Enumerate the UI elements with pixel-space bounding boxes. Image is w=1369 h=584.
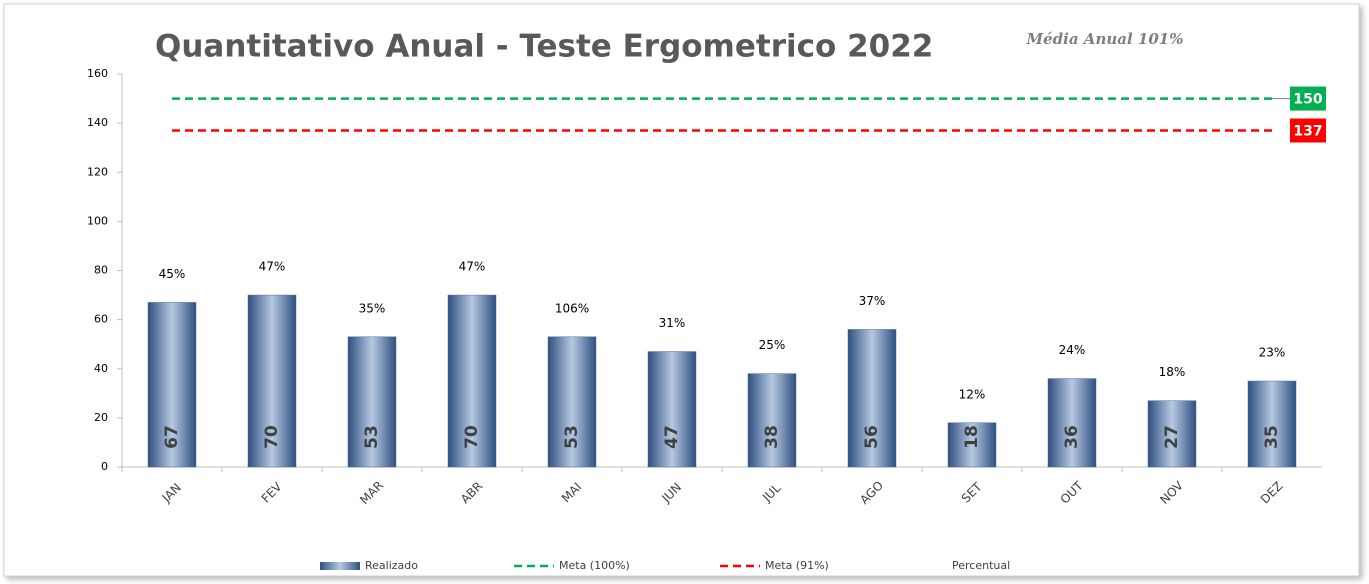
legend-label: Realizado <box>365 559 418 572</box>
bar <box>1147 400 1197 468</box>
bar-value-label: 27 <box>1162 425 1182 449</box>
bar-value-label: 56 <box>862 425 882 449</box>
y-tick-label: 160 <box>87 67 108 80</box>
bar <box>847 329 897 468</box>
percent-label: 31% <box>659 316 686 330</box>
legend-label: Meta (100%) <box>559 559 630 572</box>
y-tick-label: 20 <box>94 411 108 424</box>
bar <box>1047 378 1097 468</box>
percent-label: 45% <box>159 267 186 281</box>
value-tag-label: 150 <box>1293 92 1322 108</box>
y-tick-label: 80 <box>94 264 108 277</box>
percent-label: 23% <box>1259 346 1286 360</box>
percent-label: 47% <box>259 260 286 274</box>
legend-label: Percentual <box>952 559 1010 572</box>
bar-value-label: 70 <box>262 425 282 449</box>
y-tick-label: 120 <box>87 165 108 178</box>
bar-value-label: 70 <box>462 425 482 449</box>
y-tick-label: 140 <box>87 116 108 129</box>
percent-label: 35% <box>359 301 386 315</box>
bar-value-label: 36 <box>1062 425 1082 449</box>
bar <box>647 351 697 468</box>
bar-value-label: 53 <box>562 425 582 449</box>
percent-label: 37% <box>859 294 886 308</box>
annotation: Média Anual 101% <box>1026 30 1184 48</box>
y-tick-label: 60 <box>94 313 108 326</box>
percent-label: 18% <box>1159 365 1186 379</box>
y-tick-label: 100 <box>87 214 108 227</box>
bar-value-label: 18 <box>962 425 982 449</box>
bar-value-label: 67 <box>162 425 182 449</box>
legend-swatch <box>320 562 360 570</box>
value-tag <box>1290 118 1326 143</box>
bar <box>147 302 197 468</box>
legend: Realizado Meta (100%) Meta (91%) Percentual <box>320 559 1010 572</box>
bar <box>547 336 597 468</box>
legend-label: Meta (91%) <box>765 559 829 572</box>
y-tick-label: 0 <box>101 460 108 473</box>
bar <box>447 294 497 468</box>
chart-title: Quantitativo Anual - Teste Ergometrico 2… <box>155 29 933 65</box>
percent-label: 12% <box>959 387 986 401</box>
percent-label: 24% <box>1059 343 1086 357</box>
bar-value-label: 35 <box>1262 425 1282 449</box>
bar <box>347 336 397 468</box>
bar-value-label: 38 <box>762 425 782 449</box>
bar <box>747 373 797 468</box>
bar <box>247 294 297 468</box>
bar-value-label: 47 <box>662 425 682 449</box>
bar <box>1247 380 1297 468</box>
value-tag <box>1290 86 1326 111</box>
bar <box>947 422 997 468</box>
percent-label: 47% <box>459 260 486 274</box>
bar-value-label: 53 <box>362 425 382 449</box>
value-tag-label: 137 <box>1293 123 1322 139</box>
percent-label: 25% <box>759 338 786 352</box>
y-tick-label: 40 <box>94 362 108 375</box>
percent-label: 106% <box>555 301 589 315</box>
